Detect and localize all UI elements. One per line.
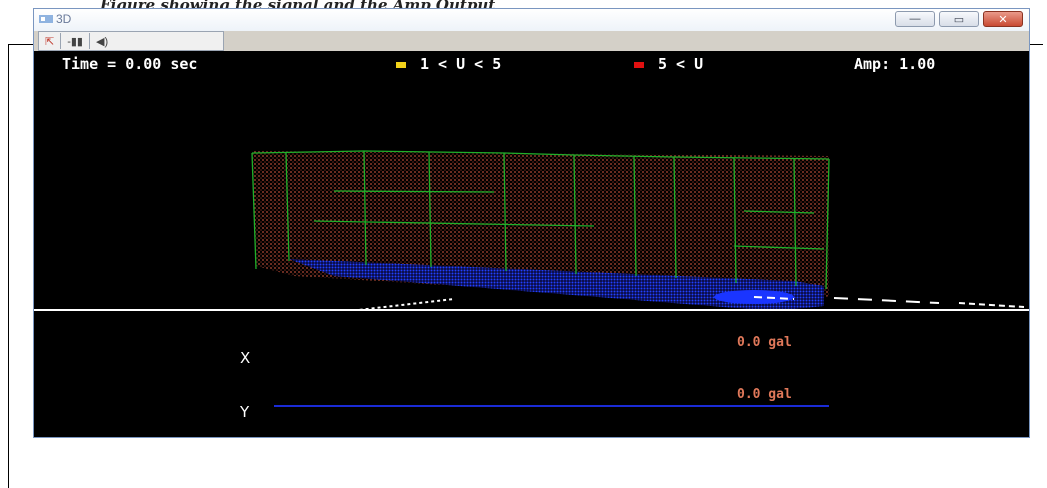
legend-item-low: 1 < U < 5 xyxy=(396,55,501,73)
close-button[interactable]: ✕ xyxy=(983,11,1023,27)
window-title: 3D xyxy=(56,12,72,26)
legend-swatch-yellow xyxy=(396,61,406,68)
legend-swatch-red xyxy=(634,61,644,68)
toolbar: ⇱ -▮▮ ◀) xyxy=(38,31,224,51)
channel-y-label: Y xyxy=(240,403,250,421)
page-frame-left xyxy=(8,44,9,488)
view-divider xyxy=(34,309,1029,311)
wireframe-grid xyxy=(251,150,830,290)
structure-3d-view[interactable] xyxy=(34,71,1029,311)
speaker-icon[interactable]: ◀) xyxy=(96,35,109,48)
app-window: 3D — ▭ ✕ ⇱ -▮▮ ◀) Time = 0.00 sec 1 < U … xyxy=(33,8,1030,438)
ground-line xyxy=(340,296,1025,311)
channel-y-value: 0.0 gal xyxy=(737,387,792,402)
open-icon[interactable]: ⇱ xyxy=(39,33,62,49)
legend-label-high: 5 < U xyxy=(658,55,704,73)
legend-item-high: 5 < U xyxy=(634,55,703,73)
channel-x-label: X xyxy=(240,349,251,367)
minimize-button[interactable]: — xyxy=(895,11,935,27)
legend-label-low: 1 < U < 5 xyxy=(420,55,502,73)
step-icon[interactable]: -▮▮ xyxy=(61,33,90,49)
maximize-button[interactable]: ▭ xyxy=(939,11,979,27)
simulation-canvas[interactable]: Time = 0.00 sec 1 < U < 5 5 < U Amp: 1.0… xyxy=(34,51,1029,437)
amp-readout: Amp: 1.00 xyxy=(854,55,936,73)
window-controls: — ▭ ✕ xyxy=(895,11,1023,27)
title-bar[interactable]: 3D — ▭ ✕ xyxy=(34,9,1029,31)
channel-x-value: 0.0 gal xyxy=(737,335,792,350)
base-layer xyxy=(289,259,824,311)
time-readout: Time = 0.00 sec xyxy=(62,55,198,73)
channel-y-trace xyxy=(274,405,829,407)
app-icon xyxy=(39,15,53,23)
